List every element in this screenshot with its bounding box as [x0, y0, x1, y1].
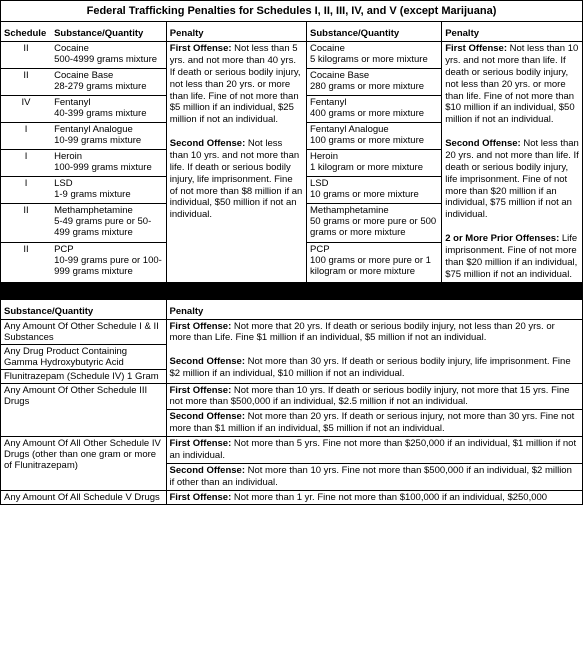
- sq-cell: Any Amount Of All Schedule V Drugs: [1, 490, 166, 504]
- penalty-cell: First Offense: Not more than 5 yrs. Fine…: [166, 437, 582, 464]
- table-title: Federal Trafficking Penalties for Schedu…: [1, 1, 582, 22]
- sub: LSD: [54, 178, 72, 189]
- second-text: Not less than 10 yrs. and not more than …: [170, 138, 303, 220]
- hdr-penalty-2: Penalty: [442, 22, 582, 42]
- penalties-table: Federal Trafficking Penalties for Schedu…: [0, 0, 583, 505]
- qty: 40-399 grams mixture: [54, 108, 146, 119]
- sub: Cocaine: [54, 43, 89, 54]
- right-sq: Cocaine 5 kilograms or more mixture: [307, 42, 442, 69]
- hdr-schedule: Schedule: [1, 22, 51, 42]
- left-sq: Cocaine 500-4999 grams mixture: [51, 42, 166, 69]
- sub: Cocaine Base: [54, 70, 113, 81]
- pl: Second Offense:: [170, 411, 246, 422]
- sub: Cocaine Base: [310, 70, 369, 81]
- sub: Heroin: [54, 151, 82, 162]
- penalty-cell: First Offense: Not more than 10 yrs. If …: [166, 383, 582, 410]
- pl: Second Offense:: [170, 465, 246, 476]
- sub: PCP: [310, 244, 330, 255]
- sq-cell: Any Drug Product Containing Gamma Hydrox…: [1, 344, 166, 369]
- penalty-right: First Offense: Not less than 10 yrs. and…: [442, 42, 582, 282]
- sched-cell: I: [1, 177, 51, 204]
- sub: LSD: [310, 178, 328, 189]
- qty: 5-49 grams pure or 50-499 grams mixture: [54, 216, 151, 238]
- pl: First Offense:: [170, 385, 232, 396]
- sched-cell: II: [1, 243, 51, 282]
- sched-cell: I: [1, 123, 51, 150]
- qty: 10 grams or more mixture: [310, 189, 419, 200]
- sub: PCP: [54, 244, 74, 255]
- sched-cell: I: [1, 150, 51, 177]
- hdr-penalty-1: Penalty: [166, 22, 306, 42]
- qty: 100-999 grams mixture: [54, 162, 152, 173]
- sub: Fentanyl: [310, 97, 346, 108]
- sq-cell: Any Amount Of All Other Schedule IV Drug…: [1, 437, 166, 491]
- hdr-sq-1: Substance/Quantity: [51, 22, 166, 42]
- qty: 10-99 grams mixture: [54, 135, 141, 146]
- bottom-table: Substance/Quantity Penalty Any Amount Of…: [1, 300, 582, 505]
- qty: 280 grams or more mixture: [310, 81, 424, 92]
- second-label: Second Offense:: [445, 138, 521, 149]
- sq-cell: Any Amount Of Other Schedule III Drugs: [1, 383, 166, 437]
- qty: 50 grams or more pure or 500 grams or mo…: [310, 216, 436, 238]
- qty: 5 kilograms or more mixture: [310, 54, 428, 65]
- qty: 100 grams or more mixture: [310, 135, 424, 146]
- pl: First Offense:: [170, 321, 232, 332]
- penalty-cell: Second Offense: Not more than 10 yrs. Fi…: [166, 463, 582, 490]
- first-label: First Offense:: [170, 43, 232, 54]
- divider-bar: [1, 282, 582, 300]
- qty: 10-99 grams pure or 100-999 grams mixtur…: [54, 255, 162, 277]
- sub: Fentanyl: [54, 97, 90, 108]
- second-label: Second Offense:: [170, 138, 246, 149]
- pl: First Offense:: [170, 492, 232, 503]
- first-text: Not less than 5 yrs. and not more than 4…: [170, 43, 301, 125]
- qty: 500-4999 grams mixture: [54, 54, 157, 65]
- first-label: First Offense:: [445, 43, 507, 54]
- hdr-penalty-3: Penalty: [166, 300, 582, 320]
- sched-cell: IV: [1, 96, 51, 123]
- sq-cell: Flunitrazepam (Schedule IV) 1 Gram: [1, 369, 166, 383]
- pt: Not more than 1 yr. Fine not more than $…: [231, 492, 547, 503]
- sub: Fentanyl Analogue: [310, 124, 389, 135]
- penalty-cell: First Offense: Not more than 1 yr. Fine …: [166, 490, 582, 504]
- penalty-cell: First Offense: Not more that 20 yrs. If …: [166, 319, 582, 383]
- pt: Not more than 5 yrs. Fine not more than …: [170, 438, 577, 461]
- sched-cell: II: [1, 204, 51, 243]
- qty: 400 grams or more mixture: [310, 108, 424, 119]
- sub: Methamphetamine: [310, 205, 389, 216]
- second-text: Not less than 20 yrs. and not more than …: [445, 138, 579, 220]
- prior-label: 2 or More Prior Offenses:: [445, 233, 559, 244]
- hdr-sq-3: Substance/Quantity: [1, 300, 166, 320]
- sched-cell: II: [1, 42, 51, 69]
- sub: Fentanyl Analogue: [54, 124, 133, 135]
- sched-cell: II: [1, 69, 51, 96]
- qty: 1 kilogram or more mixture: [310, 162, 423, 173]
- sub: Heroin: [310, 151, 338, 162]
- penalty-cell: Second Offense: Not more than 20 yrs. If…: [166, 410, 582, 437]
- hdr-sq-2: Substance/Quantity: [307, 22, 442, 42]
- sub: Cocaine: [310, 43, 345, 54]
- pl: First Offense:: [170, 438, 232, 449]
- qty: 100 grams or more pure or 1 kilogram or …: [310, 255, 431, 277]
- qty: 28-279 grams mixture: [54, 81, 146, 92]
- first-text: Not less than 10 yrs. and not more than …: [445, 43, 578, 125]
- top-table: Schedule Substance/Quantity Penalty Subs…: [1, 22, 582, 282]
- penalty-left: First Offense: Not less than 5 yrs. and …: [166, 42, 306, 282]
- pl: Second Offense:: [170, 356, 246, 367]
- sq-cell: Any Amount Of Other Schedule I & II Subs…: [1, 319, 166, 344]
- sub: Methamphetamine: [54, 205, 133, 216]
- qty: 1-9 grams mixture: [54, 189, 131, 200]
